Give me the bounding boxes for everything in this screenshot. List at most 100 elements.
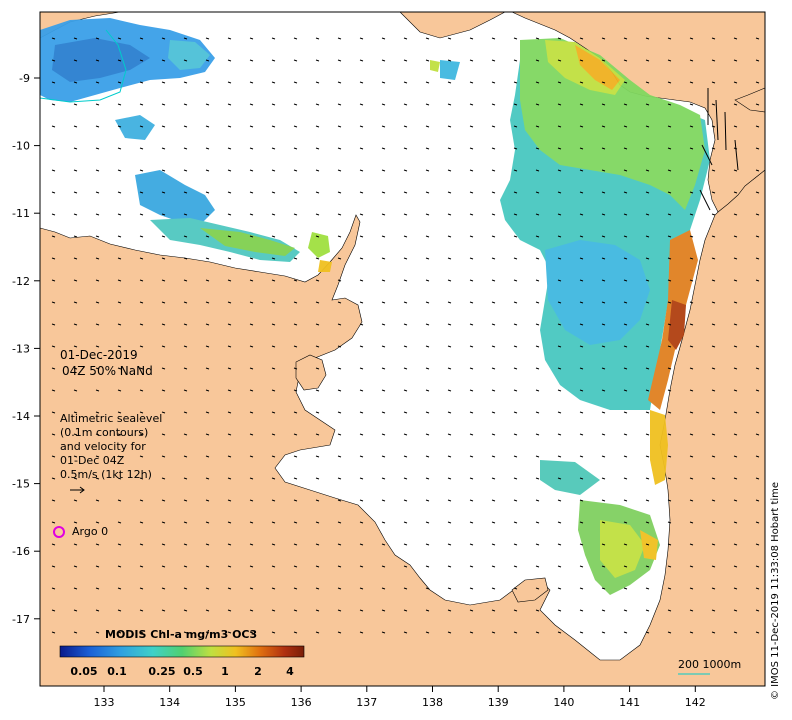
velocity-arrow: [117, 345, 122, 348]
velocity-arrow: [117, 543, 122, 546]
velocity-arrow: [205, 103, 210, 106]
velocity-arrow: [557, 565, 562, 568]
velocity-arrow: [733, 389, 738, 392]
velocity-arrow: [249, 279, 254, 282]
velocity-arrow: [447, 213, 452, 216]
velocity-arrow: [249, 587, 254, 590]
velocity-arrow: [381, 125, 386, 128]
velocity-arrow: [447, 169, 452, 172]
velocity-arrow: [733, 477, 738, 480]
velocity-arrow: [689, 301, 694, 304]
velocity-arrow: [183, 587, 188, 590]
velocity-arrow: [469, 125, 474, 128]
velocity-arrow: [755, 543, 760, 546]
velocity-arrow: [249, 125, 254, 128]
velocity-arrow: [139, 279, 144, 282]
velocity-arrow: [645, 213, 650, 216]
velocity-arrow: [755, 103, 760, 106]
velocity-arrow: [205, 411, 210, 414]
velocity-arrow: [183, 411, 188, 414]
velocity-arrow: [337, 257, 342, 260]
velocity-arrow: [293, 521, 298, 524]
velocity-arrow: [579, 433, 584, 436]
velocity-arrow: [425, 631, 430, 634]
velocity-arrow: [491, 543, 496, 546]
velocity-arrow: [73, 521, 78, 524]
velocity-arrow: [491, 455, 496, 458]
velocity-arrow: [601, 609, 606, 612]
velocity-arrow: [359, 323, 364, 326]
velocity-arrow: [337, 389, 342, 392]
velocity-arrow: [359, 609, 364, 612]
velocity-arrow: [513, 345, 518, 348]
velocity-arrow: [623, 477, 628, 480]
velocity-arrow: [381, 433, 386, 436]
velocity-arrow: [95, 59, 100, 62]
velocity-arrow: [689, 609, 694, 612]
velocity-arrow: [689, 125, 694, 128]
velocity-arrow: [315, 235, 320, 238]
velocity-arrow: [579, 191, 584, 194]
velocity-arrow: [755, 213, 760, 216]
velocity-arrow: [755, 59, 760, 62]
velocity-arrow: [667, 279, 672, 282]
velocity-arrow: [117, 389, 122, 392]
velocity-arrow: [183, 631, 188, 634]
velocity-arrow: [381, 565, 386, 568]
velocity-arrow: [733, 37, 738, 40]
velocity-arrow: [601, 323, 606, 326]
velocity-arrow: [403, 191, 408, 194]
velocity-arrow: [381, 279, 386, 282]
velocity-arrow: [513, 499, 518, 502]
velocity-arrow: [95, 521, 100, 524]
velocity-arrow: [315, 587, 320, 590]
velocity-arrow: [491, 235, 496, 238]
velocity-arrow: [293, 543, 298, 546]
velocity-arrow: [381, 169, 386, 172]
velocity-arrow: [227, 411, 232, 414]
velocity-arrow: [403, 499, 408, 502]
velocity-arrow: [579, 499, 584, 502]
velocity-arrow: [161, 147, 166, 150]
colorbar-tick-label: 4: [286, 665, 294, 678]
velocity-arrow: [51, 235, 56, 238]
velocity-arrow: [381, 499, 386, 502]
velocity-arrow: [315, 125, 320, 128]
velocity-arrow: [733, 367, 738, 370]
velocity-arrow: [535, 389, 540, 392]
velocity-arrow: [73, 235, 78, 238]
velocity-arrow: [227, 609, 232, 612]
velocity-arrow: [513, 543, 518, 546]
velocity-arrow: [447, 411, 452, 414]
velocity-arrow: [469, 213, 474, 216]
velocity-arrow: [711, 213, 716, 216]
velocity-arrow: [293, 389, 298, 392]
velocity-arrow: [161, 631, 166, 634]
velocity-arrow: [337, 499, 342, 502]
velocity-arrow: [491, 345, 496, 348]
velocity-arrow: [645, 279, 650, 282]
velocity-arrow: [403, 323, 408, 326]
velocity-arrow: [227, 125, 232, 128]
velocity-arrow: [337, 213, 342, 216]
velocity-arrow: [381, 37, 386, 40]
velocity-arrows: [51, 37, 760, 634]
velocity-arrow: [359, 257, 364, 260]
velocity-arrow: [337, 345, 342, 348]
velocity-arrow: [579, 389, 584, 392]
velocity-arrow: [139, 411, 144, 414]
velocity-arrow: [601, 191, 606, 194]
velocity-arrow: [689, 587, 694, 590]
velocity-arrow: [425, 147, 430, 150]
velocity-arrow: [403, 169, 408, 172]
lat-tick-label: -11: [12, 207, 30, 220]
velocity-arrow: [205, 433, 210, 436]
velocity-arrow: [95, 191, 100, 194]
velocity-arrow: [491, 125, 496, 128]
velocity-arrow: [447, 609, 452, 612]
velocity-arrow: [51, 257, 56, 260]
lon-tick-label: 135: [225, 696, 246, 709]
velocity-arrow: [271, 631, 276, 634]
velocity-arrow: [359, 411, 364, 414]
velocity-arrow: [491, 257, 496, 260]
